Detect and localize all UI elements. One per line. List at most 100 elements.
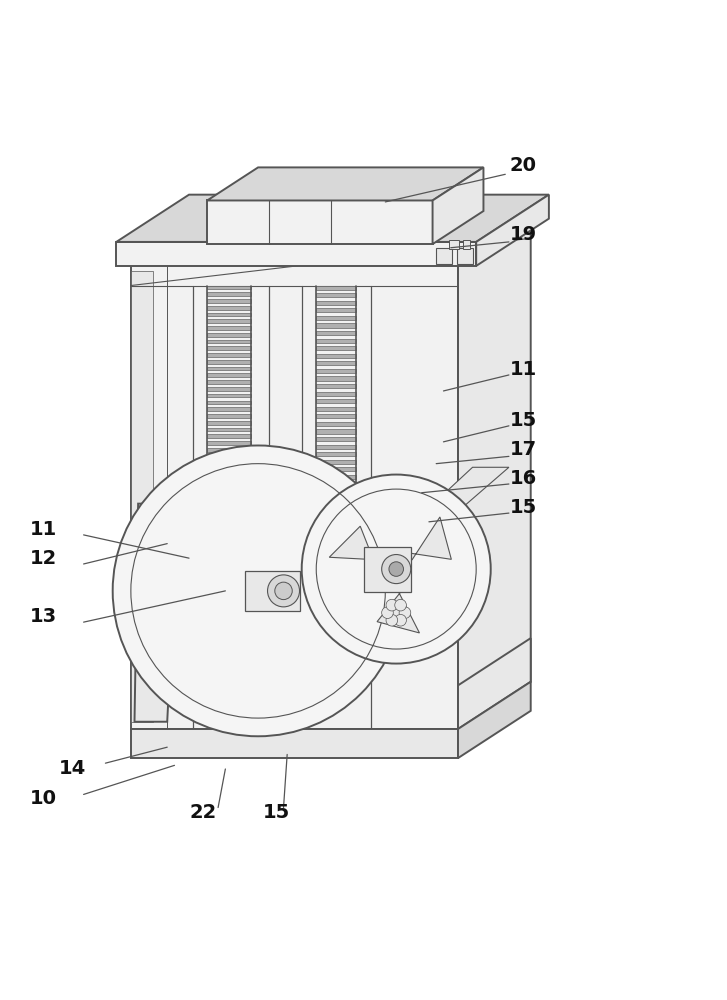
Polygon shape — [207, 394, 251, 397]
Polygon shape — [316, 399, 356, 403]
Circle shape — [382, 555, 411, 584]
Polygon shape — [316, 301, 356, 305]
Polygon shape — [316, 482, 356, 487]
Polygon shape — [377, 583, 419, 633]
Text: 17: 17 — [510, 440, 537, 459]
Polygon shape — [316, 323, 356, 328]
Bar — [463, 240, 470, 249]
Polygon shape — [316, 361, 356, 365]
Bar — [449, 240, 459, 249]
Polygon shape — [316, 535, 356, 540]
Polygon shape — [316, 354, 356, 358]
Polygon shape — [316, 467, 356, 471]
Bar — [207, 200, 433, 244]
Polygon shape — [476, 195, 549, 266]
Polygon shape — [316, 452, 356, 456]
Polygon shape — [316, 339, 356, 343]
Polygon shape — [207, 522, 251, 526]
Polygon shape — [207, 441, 251, 445]
Polygon shape — [316, 376, 356, 381]
Polygon shape — [316, 520, 356, 524]
Polygon shape — [316, 551, 356, 555]
Polygon shape — [207, 313, 251, 316]
Polygon shape — [403, 517, 451, 560]
Polygon shape — [329, 526, 380, 572]
Polygon shape — [316, 293, 356, 297]
Bar — [457, 248, 473, 264]
Polygon shape — [207, 488, 251, 492]
Text: 15: 15 — [510, 411, 537, 430]
Circle shape — [302, 475, 491, 664]
Polygon shape — [422, 467, 509, 515]
Bar — [246, 571, 300, 611]
Polygon shape — [207, 319, 251, 323]
Text: 12: 12 — [30, 549, 57, 568]
Polygon shape — [316, 308, 356, 312]
Polygon shape — [207, 360, 251, 364]
Polygon shape — [207, 516, 251, 519]
Polygon shape — [207, 461, 251, 465]
Text: 11: 11 — [30, 520, 57, 539]
Polygon shape — [134, 504, 178, 722]
Polygon shape — [207, 326, 251, 330]
Polygon shape — [207, 502, 251, 506]
Polygon shape — [207, 448, 251, 452]
Polygon shape — [207, 434, 251, 438]
Polygon shape — [316, 498, 356, 502]
Text: 15: 15 — [510, 498, 537, 517]
Polygon shape — [207, 346, 251, 350]
Text: 11: 11 — [510, 360, 537, 379]
Polygon shape — [316, 505, 356, 509]
Text: 22: 22 — [190, 803, 217, 822]
Polygon shape — [207, 380, 251, 384]
Bar — [364, 547, 411, 592]
Polygon shape — [316, 445, 356, 449]
Polygon shape — [316, 490, 356, 494]
Text: 13: 13 — [30, 607, 57, 626]
Polygon shape — [207, 468, 251, 472]
Circle shape — [399, 607, 411, 619]
Polygon shape — [207, 387, 251, 391]
Polygon shape — [207, 340, 251, 343]
Polygon shape — [207, 299, 251, 303]
Polygon shape — [316, 475, 356, 479]
Polygon shape — [316, 422, 356, 426]
Text: 20: 20 — [510, 156, 537, 175]
Circle shape — [389, 562, 403, 576]
Circle shape — [382, 607, 393, 619]
Polygon shape — [207, 428, 251, 431]
Polygon shape — [316, 460, 356, 464]
Polygon shape — [207, 475, 251, 479]
Polygon shape — [316, 331, 356, 335]
Text: 15: 15 — [262, 803, 290, 822]
Polygon shape — [207, 367, 251, 370]
Circle shape — [395, 614, 406, 626]
Polygon shape — [207, 333, 251, 337]
Polygon shape — [207, 306, 251, 310]
Bar — [116, 242, 476, 266]
Polygon shape — [207, 482, 251, 485]
Polygon shape — [433, 167, 483, 244]
Bar — [131, 729, 458, 758]
Polygon shape — [316, 437, 356, 441]
Text: 14: 14 — [59, 759, 87, 778]
Polygon shape — [207, 401, 251, 404]
Polygon shape — [316, 429, 356, 434]
Polygon shape — [207, 407, 251, 411]
Text: 19: 19 — [510, 225, 537, 244]
Polygon shape — [207, 495, 251, 499]
Circle shape — [386, 614, 398, 626]
Polygon shape — [316, 414, 356, 418]
Circle shape — [395, 599, 406, 611]
Polygon shape — [316, 513, 356, 517]
Polygon shape — [316, 407, 356, 411]
Polygon shape — [207, 455, 251, 458]
Polygon shape — [131, 271, 153, 722]
Polygon shape — [131, 216, 531, 264]
Polygon shape — [207, 421, 251, 425]
Text: 16: 16 — [510, 469, 537, 488]
Polygon shape — [458, 682, 531, 758]
Polygon shape — [316, 286, 356, 290]
Polygon shape — [316, 369, 356, 373]
Polygon shape — [207, 353, 251, 357]
